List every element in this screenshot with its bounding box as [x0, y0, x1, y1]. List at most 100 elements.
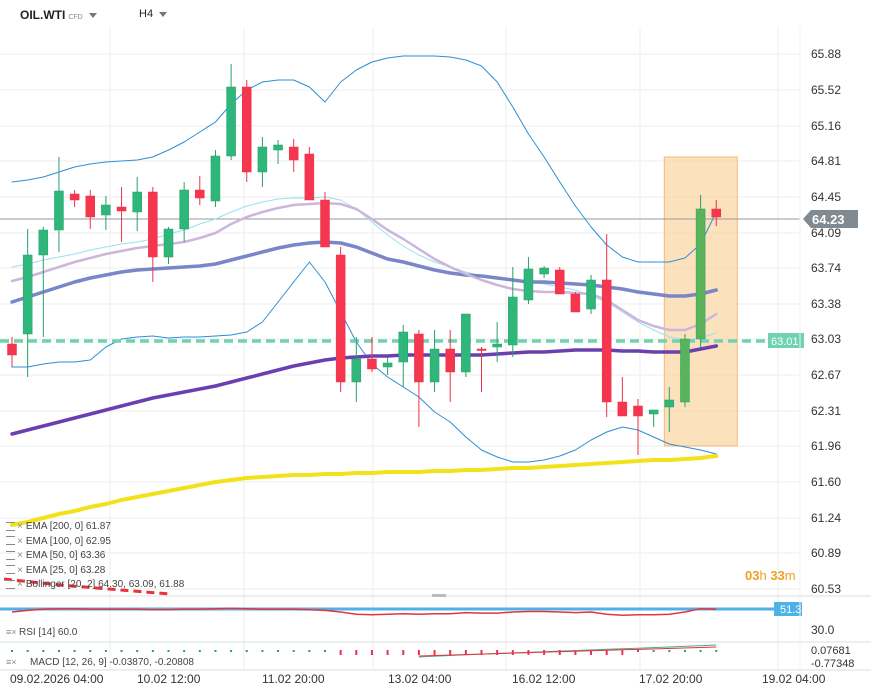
rsi-line	[11, 607, 717, 617]
candle-body[interactable]	[335, 254, 346, 383]
macd-histogram-bar	[292, 650, 295, 652]
indicator-label: Bollinger [20, 2] 64.30, 63.09, 61.88	[25, 579, 185, 590]
countdown-minutes-unit: m	[784, 568, 796, 583]
macd-histogram-bar	[245, 650, 248, 652]
indicator-legend-row[interactable]: × EMA [25, 0] 63.28	[6, 565, 105, 576]
candle-body[interactable]	[242, 86, 252, 173]
candle-body[interactable]	[648, 409, 659, 415]
candle-body[interactable]	[226, 86, 236, 157]
candle-body[interactable]	[476, 348, 487, 351]
candle-body[interactable]	[351, 358, 362, 383]
candle-body[interactable]	[85, 195, 95, 218]
candle-body[interactable]	[132, 191, 142, 213]
macd-signal-line	[418, 646, 717, 657]
candle-body[interactable]	[382, 362, 393, 368]
countdown-hours-unit: h	[759, 568, 767, 583]
candle-body[interactable]	[414, 333, 424, 383]
candle-body[interactable]	[163, 228, 174, 258]
candle-body[interactable]	[38, 229, 49, 256]
macd-histogram-bar	[89, 650, 92, 652]
candle-body[interactable]	[304, 153, 315, 201]
timeframe-label: H4	[139, 8, 154, 20]
candle-body[interactable]	[116, 206, 127, 212]
candle-body[interactable]	[711, 208, 721, 218]
candle-body[interactable]	[586, 279, 596, 310]
macd-histogram-bar	[42, 650, 45, 652]
timeframe-selector[interactable]: H4	[139, 8, 168, 20]
rsi-axis-label: 30.0	[811, 623, 835, 637]
macd-histogram-bar	[496, 650, 499, 655]
candle-body[interactable]	[508, 296, 518, 346]
candle-body[interactable]	[695, 208, 706, 340]
chevron-down-icon[interactable]	[88, 13, 97, 19]
close-icon[interactable]: ×	[17, 579, 23, 590]
candle-body[interactable]	[445, 348, 455, 373]
settings-icon[interactable]	[6, 579, 15, 589]
candle-body[interactable]	[601, 279, 612, 403]
candle-body[interactable]	[54, 190, 64, 231]
candle-body[interactable]	[664, 399, 675, 408]
chevron-down-icon[interactable]	[159, 11, 168, 17]
candle-body[interactable]	[210, 155, 221, 202]
candle-countdown: 03h 33m	[745, 568, 796, 583]
candle-body[interactable]	[288, 146, 299, 161]
candle-body[interactable]	[7, 343, 17, 356]
candle-body[interactable]	[539, 267, 549, 275]
candle-body[interactable]	[179, 189, 189, 230]
candle-body[interactable]	[148, 191, 158, 258]
candle-body[interactable]	[429, 348, 440, 383]
candle-body[interactable]	[680, 338, 690, 403]
close-icon[interactable]: ×	[17, 535, 23, 547]
candle-body[interactable]	[320, 199, 330, 248]
macd-histogram-bar	[417, 650, 420, 655]
candle-body[interactable]	[257, 146, 268, 173]
time-axis-label: 10.02 12:00	[137, 672, 201, 686]
indicator-label: EMA [25, 0] 63.28	[25, 564, 106, 576]
pane-resize-handle[interactable]	[432, 594, 446, 597]
macd-histogram-bar	[386, 650, 389, 655]
symbol-type: CFD	[68, 14, 83, 21]
countdown-minutes: 33	[770, 568, 785, 583]
indicator-legend-row[interactable]: × EMA [200, 0] 61.87	[6, 521, 111, 532]
time-axis-label: 09.02.2026 04:00	[10, 672, 104, 686]
indicator-legend-row[interactable]: × Bollinger [20, 2] 64.30, 63.09, 61.88	[6, 579, 184, 590]
candle-body[interactable]	[367, 358, 377, 370]
close-icon[interactable]: ×	[17, 521, 23, 532]
candle-body[interactable]	[273, 144, 283, 151]
settings-icon[interactable]: ≡×	[6, 627, 17, 637]
settings-icon[interactable]: ≡×	[6, 657, 17, 667]
indicator-legend-row[interactable]: × EMA [100, 0] 62.95	[6, 536, 111, 547]
settings-icon[interactable]	[6, 550, 15, 560]
macd-axis-label: 0.07681	[811, 645, 851, 657]
time-axis-label: 11.02 20:00	[262, 672, 325, 686]
settings-icon[interactable]	[6, 536, 15, 546]
price-axis-label: 63.38	[811, 297, 841, 311]
macd-histogram-bar	[214, 650, 217, 652]
candle-body[interactable]	[195, 189, 205, 199]
close-icon[interactable]: ×	[17, 550, 23, 561]
candle-body[interactable]	[22, 254, 33, 335]
candle-body[interactable]	[570, 293, 581, 313]
candle-body[interactable]	[492, 343, 502, 348]
candle-body[interactable]	[69, 193, 80, 201]
rsi-badge	[774, 602, 802, 616]
countdown-hours: 03	[745, 568, 760, 583]
indicator-legend-row[interactable]: × EMA [50, 0] 63.36	[6, 550, 105, 561]
candle-body[interactable]	[523, 268, 534, 301]
ema-100-line	[10, 344, 719, 436]
candle-body[interactable]	[101, 204, 111, 216]
settings-icon[interactable]	[6, 521, 15, 531]
settings-icon[interactable]	[6, 565, 15, 575]
candle-body[interactable]	[555, 269, 565, 295]
macd-histogram-bar	[355, 650, 358, 655]
macd-histogram-bar	[433, 650, 436, 655]
close-icon[interactable]: ×	[17, 564, 23, 576]
candle-body[interactable]	[461, 313, 471, 373]
candle-body[interactable]	[398, 331, 408, 363]
macd-histogram-bar	[605, 650, 608, 655]
candle-body[interactable]	[617, 401, 628, 417]
symbol-selector[interactable]: OIL.WTI CFD	[20, 8, 97, 22]
candle-body[interactable]	[633, 405, 643, 417]
macd-histogram-bar	[308, 650, 311, 652]
